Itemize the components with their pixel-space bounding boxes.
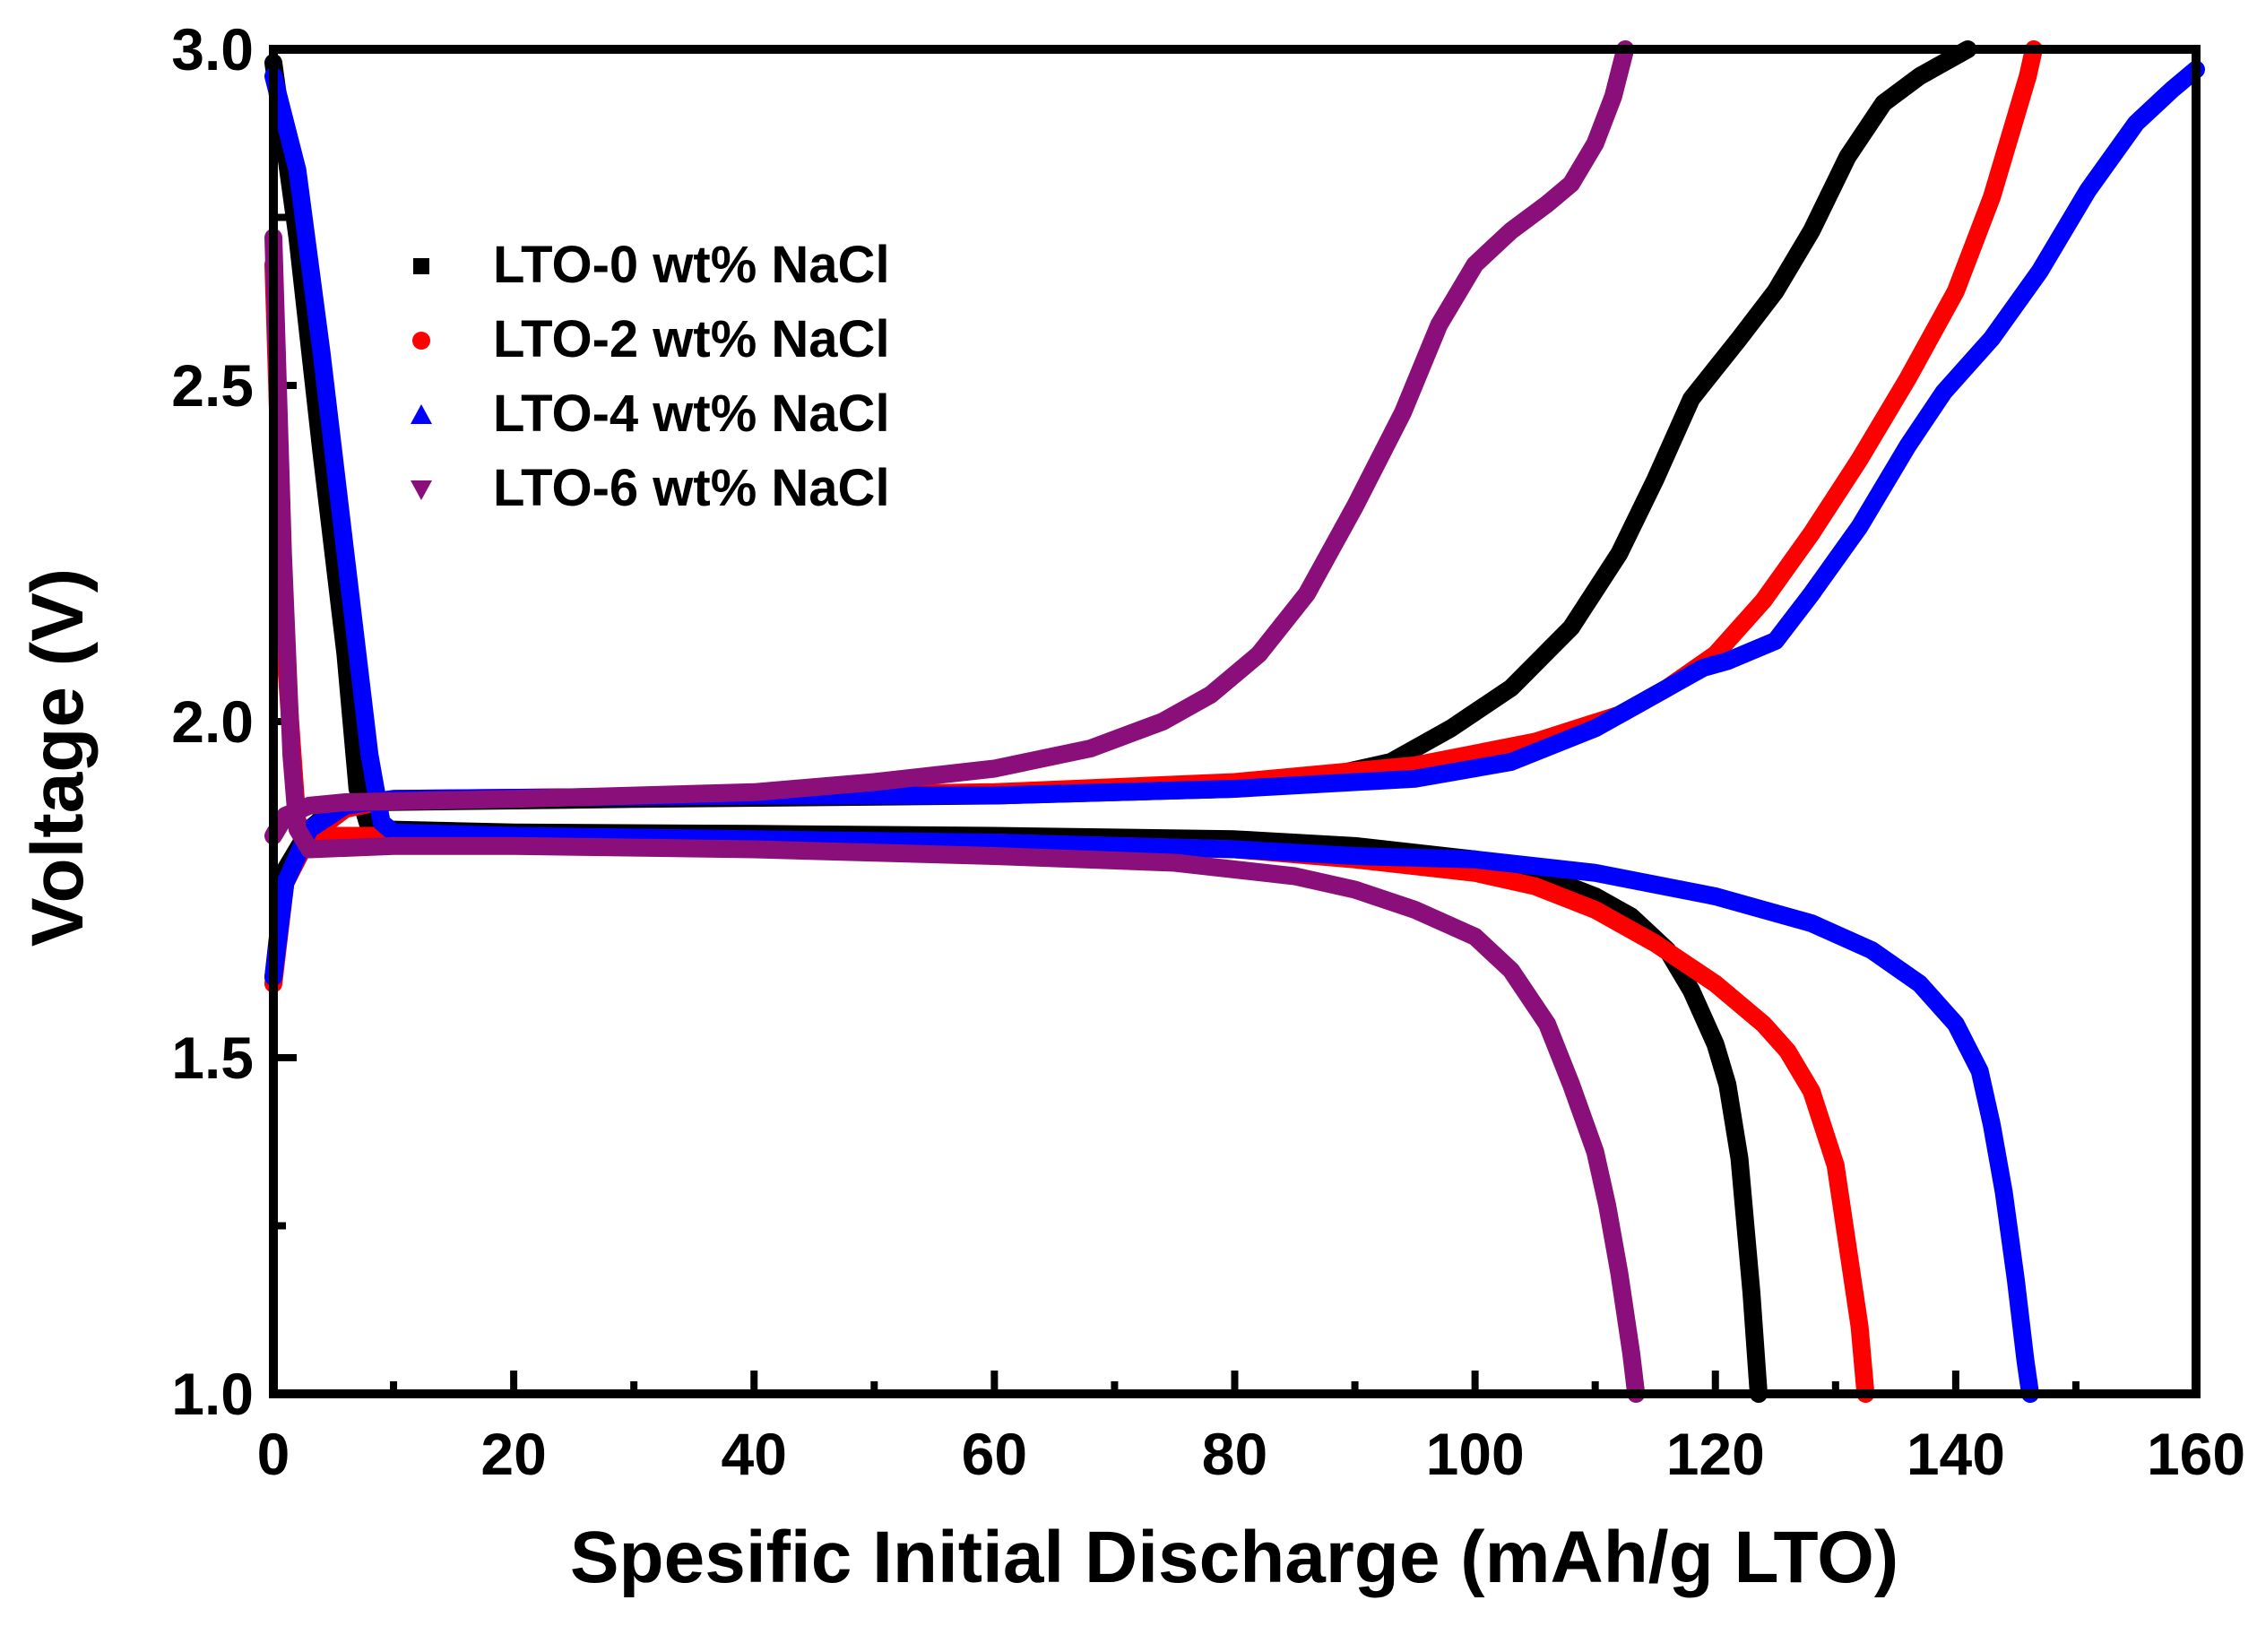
y-tick-label: 3.0: [171, 16, 254, 82]
y-tick-label: 2.5: [171, 352, 254, 419]
legend-marker: [411, 480, 432, 500]
y-tick-label: 1.0: [171, 1361, 254, 1427]
series-discharge-line: [264, 67, 2039, 1403]
x-tick-label: 20: [480, 1421, 546, 1487]
series-layer: [264, 40, 2205, 1403]
x-axis-title: Spesific Initial Discharge (mAh/g LTO): [570, 1517, 1898, 1598]
x-tick-label: 80: [1202, 1421, 1267, 1487]
x-tick-label: 140: [1907, 1421, 2005, 1487]
legend-label: LTO-0 wt% NaCl: [493, 236, 890, 294]
series-discharge-line: [264, 255, 1875, 1403]
y-axis-title: Voltage (V): [17, 568, 99, 947]
plot-frame: [269, 45, 2201, 1398]
legend-marker: [413, 258, 429, 274]
x-tick-label: 160: [2147, 1421, 2245, 1487]
legend-marker: [411, 404, 432, 424]
legend-item: LTO-4 wt% NaCl: [411, 385, 890, 443]
x-tick-label: 0: [257, 1421, 290, 1487]
legend-label: LTO-6 wt% NaCl: [493, 459, 890, 517]
legend-item: LTO-2 wt% NaCl: [412, 310, 890, 368]
legend-label: LTO-2 wt% NaCl: [493, 310, 890, 368]
legend-label: LTO-4 wt% NaCl: [493, 385, 890, 443]
x-tick-label: 60: [962, 1421, 1027, 1487]
legend: LTO-0 wt% NaCl LTO-2 wt% NaCl LTO-4 wt% Na…: [411, 236, 890, 517]
x-tick-label: 40: [722, 1421, 787, 1487]
x-tick-label: 100: [1426, 1421, 1525, 1487]
series-group: [264, 40, 1646, 1403]
tick-labels: 0 20 40 60 80 100 120 140 160 1.0 1.5 2.0 2.5 3.0: [171, 16, 2245, 1487]
legend-marker: [412, 332, 430, 350]
legend-item: LTO-6 wt% NaCl: [411, 459, 890, 517]
x-tick-label: 120: [1666, 1421, 1765, 1487]
series-charge-line: [264, 40, 1635, 845]
series-discharge-line: [264, 229, 1646, 1403]
y-tick-label: 1.5: [171, 1025, 254, 1091]
legend-item: LTO-0 wt% NaCl: [413, 236, 890, 294]
y-tick-label: 2.0: [171, 688, 254, 755]
